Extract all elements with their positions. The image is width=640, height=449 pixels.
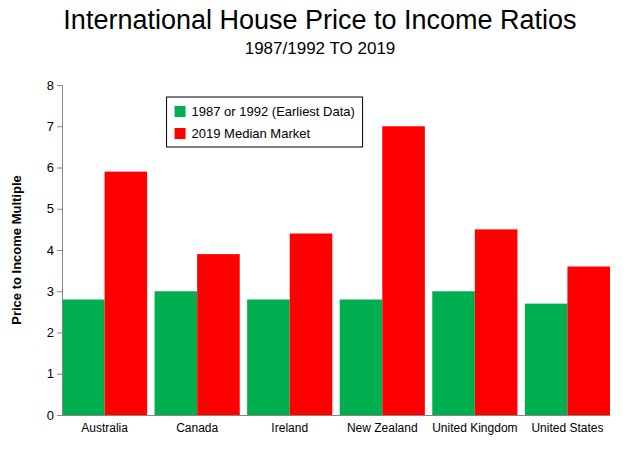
bar xyxy=(290,234,333,416)
bar xyxy=(340,300,383,416)
bar xyxy=(105,172,148,415)
title: International House Price to Income Rati… xyxy=(63,5,576,35)
x-tick-label: United Kingdom xyxy=(432,421,517,435)
y-tick: 5 xyxy=(47,201,62,216)
y-tick: 2 xyxy=(47,325,62,340)
bars xyxy=(62,126,610,415)
legend-swatch xyxy=(175,128,186,139)
y-axis-title: Price to Income Multiple xyxy=(9,175,24,325)
bar xyxy=(155,291,198,415)
chart: International House Price to Income Rati… xyxy=(0,0,640,449)
y-tick: 4 xyxy=(47,243,62,258)
y-tick-mark xyxy=(57,85,62,86)
x-tick: New Zealand xyxy=(347,421,418,435)
y-tick: 6 xyxy=(47,160,62,175)
y-tick-label: 3 xyxy=(47,284,54,299)
legend-box xyxy=(167,97,363,147)
y-tick-mark xyxy=(57,333,62,334)
x-axis-line xyxy=(63,415,611,416)
legend-swatch xyxy=(175,106,186,117)
bar xyxy=(62,300,105,416)
bar xyxy=(247,300,290,416)
x-tick: United Kingdom xyxy=(432,421,517,435)
y-axis-line xyxy=(57,86,63,416)
y-tick-label: 8 xyxy=(47,78,54,93)
bar-series xyxy=(105,126,610,415)
x-axis: Australia Canada Ireland New Zealand United … xyxy=(63,416,611,435)
y-tick-mark xyxy=(57,415,62,416)
legend: 1987 or 1992 (Earliest Data) 2019 Median … xyxy=(167,97,363,147)
legend-item: 1987 or 1992 (Earliest Data) xyxy=(175,104,355,119)
legend-label: 1987 or 1992 (Earliest Data) xyxy=(192,104,355,119)
y-tick: 3 xyxy=(47,284,62,299)
y-tick-label: 2 xyxy=(47,325,54,340)
y-tick: 8 xyxy=(47,78,62,93)
y-tick-label: 0 xyxy=(47,408,54,423)
plot: 0 1 2 3 4 5 6 7 8 Australia Canada Ireland New Zeala… xyxy=(47,78,611,435)
y-tick-mark xyxy=(57,250,62,251)
bar xyxy=(197,254,240,415)
y-tick-label: 7 xyxy=(47,119,54,134)
y-tick-label: 6 xyxy=(47,160,54,175)
x-tick: Ireland xyxy=(271,421,308,435)
bar xyxy=(525,304,568,415)
y-tick-label: 1 xyxy=(47,366,54,381)
legend-item: 2019 Median Market xyxy=(175,126,311,141)
y-tick-mark xyxy=(57,168,62,169)
y-tick: 0 xyxy=(47,408,62,423)
x-tick: United States xyxy=(531,421,603,435)
y-tick-mark xyxy=(57,374,62,375)
y-tick-mark xyxy=(57,126,62,127)
x-tick-label: Ireland xyxy=(271,421,308,435)
x-tick-label: Australia xyxy=(81,421,128,435)
y-tick: 1 xyxy=(47,366,62,381)
x-tick-label: United States xyxy=(531,421,603,435)
bar xyxy=(432,291,475,415)
x-tick: Australia xyxy=(81,421,128,435)
bar xyxy=(567,267,610,416)
y-tick-mark xyxy=(57,291,62,292)
bar xyxy=(475,229,518,415)
x-tick-label: New Zealand xyxy=(347,421,418,435)
bar xyxy=(382,126,425,415)
x-tick: Canada xyxy=(176,421,218,435)
y-tick-label: 5 xyxy=(47,201,54,216)
legend-label: 2019 Median Market xyxy=(192,126,311,141)
y-tick-label: 4 xyxy=(47,243,54,258)
subtitle: 1987/1992 TO 2019 xyxy=(245,39,396,58)
x-tick-label: Canada xyxy=(176,421,218,435)
y-tick-mark xyxy=(57,209,62,210)
y-axis: 0 1 2 3 4 5 6 7 8 xyxy=(47,78,63,423)
y-tick: 7 xyxy=(47,119,62,134)
